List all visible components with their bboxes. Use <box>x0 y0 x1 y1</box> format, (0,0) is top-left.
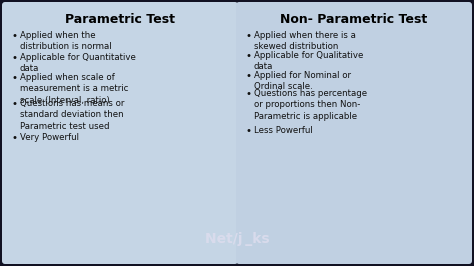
Text: •: • <box>246 31 252 41</box>
Text: Applicable for Qualitative
data: Applicable for Qualitative data <box>254 51 364 72</box>
Text: •: • <box>12 53 18 63</box>
Text: Less Powerful: Less Powerful <box>254 126 313 135</box>
Text: •: • <box>12 31 18 41</box>
Text: Questions has percentage
or proportions then Non-
Parametric is applicable: Questions has percentage or proportions … <box>254 89 367 121</box>
Text: •: • <box>246 71 252 81</box>
Text: •: • <box>12 73 18 83</box>
Text: •: • <box>246 126 252 136</box>
Text: •: • <box>12 99 18 109</box>
Text: Applicable for Quantitative
data: Applicable for Quantitative data <box>20 53 136 73</box>
Text: Very Powerful: Very Powerful <box>20 133 79 142</box>
Text: Applied for Nominal or
Ordinal scale.: Applied for Nominal or Ordinal scale. <box>254 71 351 92</box>
Text: •: • <box>246 51 252 61</box>
FancyBboxPatch shape <box>236 2 472 264</box>
Text: •: • <box>12 133 18 143</box>
Text: Applied when there is a
skewed distribution: Applied when there is a skewed distribut… <box>254 31 356 51</box>
Text: •: • <box>246 89 252 99</box>
FancyBboxPatch shape <box>2 2 238 264</box>
Text: Applied when scale of
measurement is a metric
scale (Interval, ratio): Applied when scale of measurement is a m… <box>20 73 128 105</box>
Text: Net/j _ks: Net/j _ks <box>205 232 269 246</box>
Text: Non- Parametric Test: Non- Parametric Test <box>281 13 428 26</box>
Text: Applied when the
distribution is normal: Applied when the distribution is normal <box>20 31 111 51</box>
Text: Parametric Test: Parametric Test <box>65 13 175 26</box>
Text: Questions has means or
standard deviation then
Parametric test used: Questions has means or standard deviatio… <box>20 99 124 131</box>
